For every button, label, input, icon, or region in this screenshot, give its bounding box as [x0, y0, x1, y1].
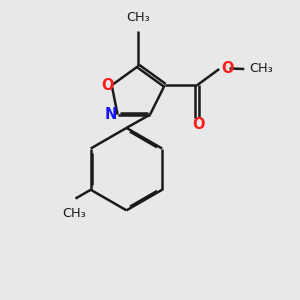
Text: CH₃: CH₃ [250, 62, 273, 75]
Text: O: O [192, 118, 205, 133]
Text: O: O [221, 61, 234, 76]
Text: CH₃: CH₃ [126, 11, 150, 24]
Text: O: O [101, 78, 114, 93]
Text: CH₃: CH₃ [62, 207, 86, 220]
Text: N: N [105, 106, 117, 122]
